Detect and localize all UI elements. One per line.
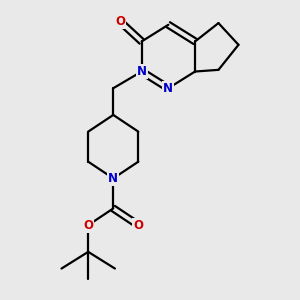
Text: O: O — [133, 219, 143, 232]
Text: O: O — [115, 15, 125, 28]
Text: N: N — [164, 82, 173, 95]
Text: N: N — [108, 172, 118, 185]
Text: N: N — [137, 65, 147, 78]
Text: O: O — [83, 219, 93, 232]
